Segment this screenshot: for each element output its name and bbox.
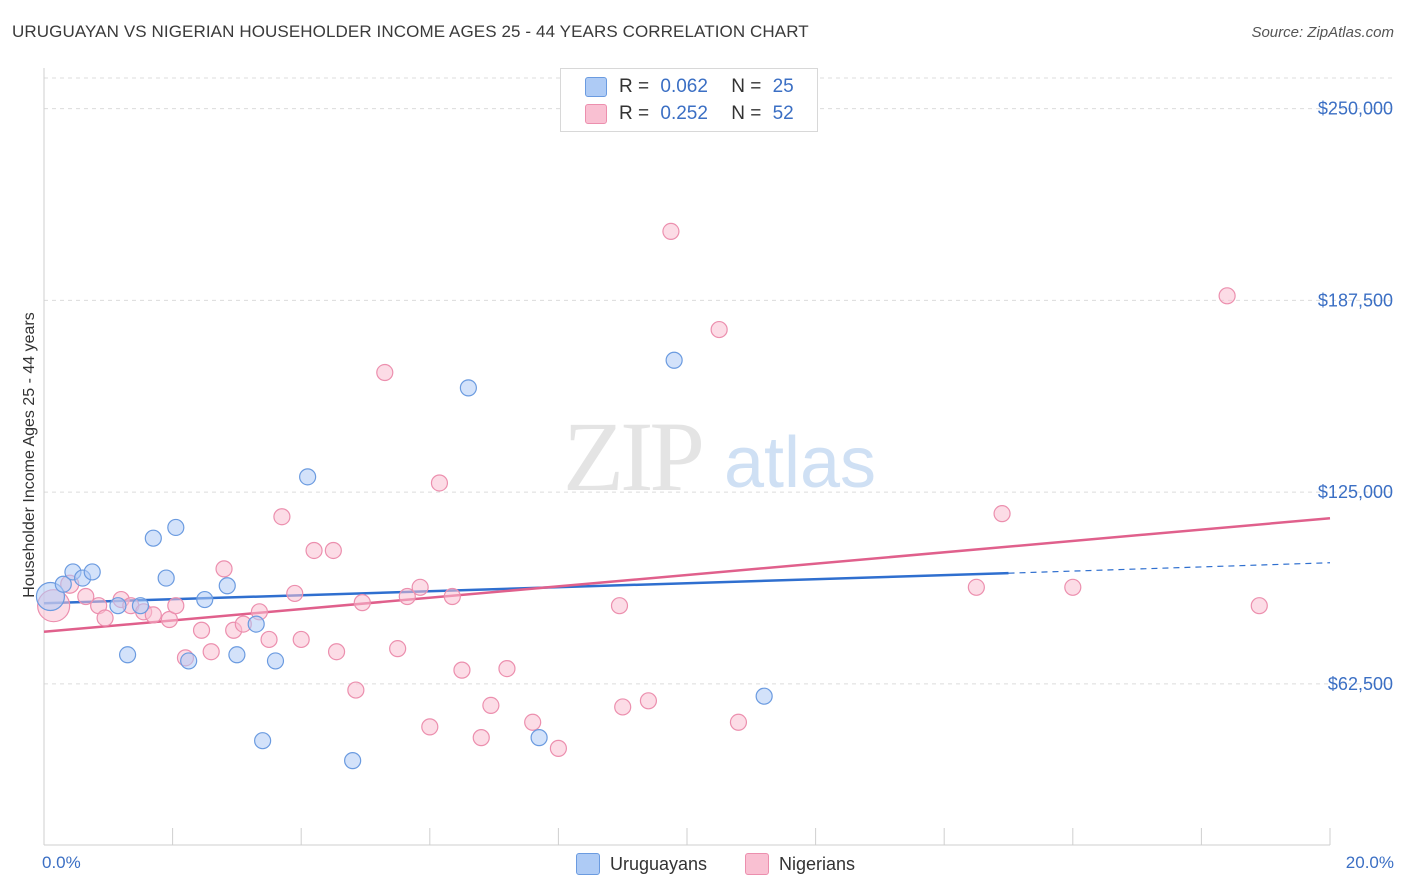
data-point-uruguayans (196, 590, 214, 609)
data-point-nigerians (729, 713, 748, 731)
data-point-nigerians (353, 594, 371, 612)
data-point-nigerians (96, 609, 114, 627)
legend: R = 0.062 N = 25 R = 0.252 N = 52 (560, 68, 818, 132)
data-point-nigerians (710, 320, 728, 339)
data-point-nigerians (324, 541, 342, 560)
legend-n-label: N = (731, 103, 762, 124)
data-point-nigerians (411, 578, 429, 596)
data-point-uruguayans (755, 687, 773, 705)
data-point-nigerians (1250, 597, 1268, 615)
data-point-nigerians (610, 597, 629, 615)
data-point-nigerians (472, 729, 490, 747)
legend-swatch-uruguayans (585, 77, 607, 97)
data-point-uruguayans (228, 646, 246, 664)
data-point-nigerians (967, 578, 985, 596)
data-point-uruguayans (167, 518, 185, 537)
y-tick-label: $250,000 (1318, 99, 1393, 119)
data-point-nigerians (639, 692, 658, 710)
data-point-uruguayans (344, 752, 362, 770)
data-point-uruguayans (118, 646, 137, 664)
legend-r-label: R = (619, 103, 650, 124)
data-point-nigerians (376, 363, 394, 382)
y-tick-label: $125,000 (1318, 482, 1393, 502)
data-point-nigerians (160, 610, 178, 629)
data-point-uruguayans (247, 615, 265, 633)
data-point-nigerians (292, 630, 310, 649)
data-points (35, 222, 1268, 770)
data-point-nigerians (443, 587, 461, 606)
data-point-uruguayans (109, 597, 127, 615)
trend-line-extension (1008, 562, 1331, 574)
data-point-nigerians (260, 630, 278, 649)
data-point-nigerians (273, 508, 291, 526)
trend-lines (43, 517, 1331, 634)
data-point-nigerians (549, 739, 568, 757)
data-point-nigerians (421, 718, 439, 736)
data-point-nigerians (662, 222, 680, 240)
legend-r-label: R = (619, 76, 650, 97)
data-point-nigerians (430, 474, 449, 492)
trend-line-nigerians (43, 517, 1331, 634)
data-point-uruguayans (218, 577, 236, 595)
data-point-nigerians (77, 587, 95, 606)
data-point-nigerians (215, 560, 233, 578)
x-tick-label-max: 20.0% (1345, 853, 1394, 872)
data-point-uruguayans (459, 379, 477, 397)
source-label: Source: ZipAtlas.com (1251, 24, 1394, 41)
y-tick-label: $187,500 (1318, 290, 1393, 310)
data-point-nigerians (993, 505, 1011, 523)
legend-r-value: 0.252 (660, 103, 708, 124)
data-point-uruguayans (180, 652, 198, 670)
bottom-legend-swatch-uruguayans (576, 853, 600, 875)
chart-title: URUGUAYAN VS NIGERIAN HOUSEHOLDER INCOME… (12, 22, 809, 41)
data-point-nigerians (167, 597, 185, 615)
data-point-nigerians (498, 659, 516, 678)
data-point-nigerians (524, 713, 542, 731)
data-point-uruguayans (254, 732, 272, 750)
data-point-nigerians (614, 698, 632, 716)
data-point-nigerians (347, 681, 365, 699)
data-point-uruguayans (299, 468, 317, 486)
bottom-legend-swatch-nigerians (745, 853, 769, 875)
data-point-uruguayans (131, 597, 150, 615)
x-tick-label-min: 0.0% (42, 853, 81, 872)
data-point-uruguayans (83, 563, 101, 581)
data-point-nigerians (398, 587, 416, 606)
data-point-uruguayans (157, 569, 175, 587)
y-tick-labels: $250,000 $187,500 $125,000 $62,500 (1318, 99, 1393, 694)
gridlines (44, 77, 1395, 685)
data-point-uruguayans (665, 351, 683, 369)
data-point-nigerians (1218, 287, 1236, 305)
y-tick-label: $62,500 (1328, 674, 1393, 694)
data-point-nigerians (1064, 578, 1082, 596)
legend-n-value: 25 (772, 76, 794, 97)
legend-n-value: 52 (772, 103, 794, 124)
data-point-nigerians (453, 661, 471, 679)
legend-swatch-nigerians (585, 104, 607, 124)
data-point-uruguayans (54, 575, 72, 593)
data-point-nigerians (305, 541, 323, 560)
watermark-zip: ZIP (563, 401, 701, 512)
data-point-uruguayans (266, 652, 285, 670)
axes (43, 68, 1331, 846)
watermark: ZIP atlas (563, 401, 876, 512)
bottom-legend-nigerians: Nigerians (745, 852, 855, 876)
data-point-uruguayans (144, 529, 162, 547)
data-point-nigerians (192, 621, 211, 639)
legend-r-value: 0.062 (660, 76, 708, 97)
watermark-atlas: atlas (724, 423, 876, 503)
data-point-nigerians (482, 696, 500, 715)
data-point-nigerians (389, 640, 407, 658)
data-point-nigerians (144, 606, 162, 624)
data-point-nigerians (327, 643, 346, 661)
data-point-nigerians (286, 584, 304, 603)
data-point-uruguayans (530, 729, 548, 747)
bottom-legend-uruguayans: Uruguayans (576, 852, 707, 876)
bottom-legend-label: Uruguayans (610, 853, 708, 874)
bottom-legend-label: Nigerians (779, 853, 856, 874)
legend-n-label: N = (731, 76, 762, 97)
data-point-nigerians (202, 643, 220, 661)
